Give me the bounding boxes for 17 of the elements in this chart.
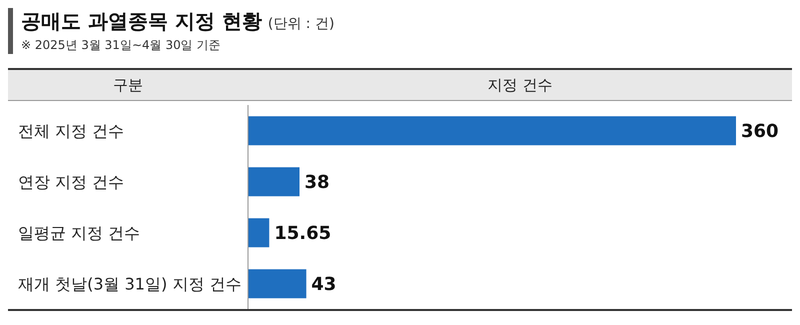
y-tick-label: 연장 지정 건수 — [18, 172, 124, 192]
y-tick-label: 전체 지정 건수 — [18, 122, 124, 140]
bar — [248, 218, 270, 248]
y-tick-label: 재개 첫날(3월 31일) 지정 건수 — [18, 274, 242, 294]
bar — [248, 116, 736, 146]
bar — [248, 269, 306, 298]
chart-title: 공매도 과열종목 지정 현황 — [21, 9, 262, 33]
y-tick-label: 일평균 지정 건수 — [18, 224, 140, 242]
y-axis-title: 구분 — [112, 76, 144, 94]
chart-subtitle: (단위 : 건) — [268, 16, 334, 32]
data-label: 43 — [311, 274, 336, 296]
text: ※ 2025년 3월 31일~4월 30일 기준 — [21, 37, 222, 54]
data-label: 38 — [304, 172, 330, 194]
data-label: 360 — [741, 121, 779, 142]
data-label: 15.65 — [274, 223, 332, 244]
x-axis-title: 지정 건수 — [486, 76, 554, 94]
bar — [248, 167, 300, 196]
